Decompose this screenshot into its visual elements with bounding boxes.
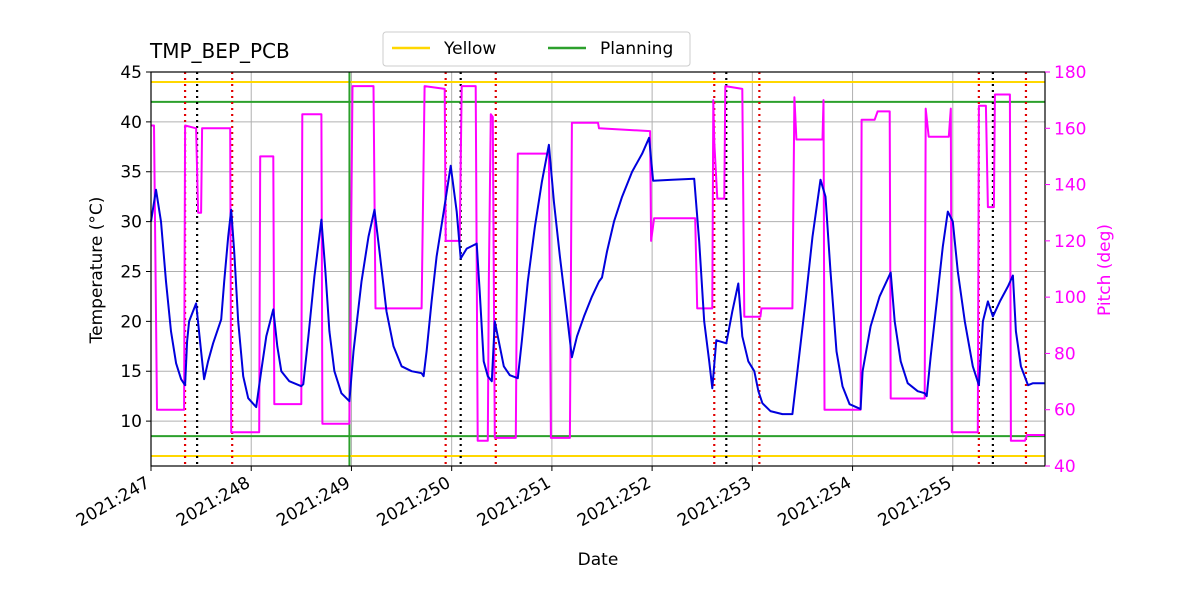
y-axis-label: Temperature (°C) [87, 197, 107, 345]
x-tick-label: 2021:250 [374, 473, 455, 531]
y2-tick-label: 120 [1054, 232, 1086, 252]
y2-tick-label: 40 [1054, 457, 1076, 477]
chart-title: TMP_BEP_PCB [149, 39, 290, 63]
x-tick-label: 2021:252 [574, 473, 655, 531]
y-tick-label: 10 [120, 412, 142, 432]
legend: Yellow Planning [382, 31, 691, 67]
x-tick-label: 2021:249 [273, 473, 354, 531]
x-axis-ticks: 2021:247 2021:248 2021:249 2021:250 2021:251… [73, 466, 955, 531]
limit-lines [151, 80, 1045, 458]
event-lines [183, 72, 1028, 466]
y-tick-label: 35 [120, 163, 142, 183]
plot-frame [150, 71, 1046, 467]
x-tick-label: 2021:251 [474, 473, 555, 531]
series-lines [150, 85, 1045, 442]
y-axis-ticks: 10 15 20 25 30 35 40 45 [120, 63, 151, 432]
x-tick-label: 2021:253 [674, 473, 755, 531]
y2-tick-label: 180 [1054, 63, 1086, 83]
y-tick-label: 40 [120, 113, 142, 133]
y-tick-label: 15 [120, 362, 142, 382]
y2-axis-label: Pitch (deg) [1095, 224, 1115, 316]
series-line-temperature [150, 136, 1045, 416]
grid-lines [150, 71, 1045, 466]
legend-label-yellow: Yellow [443, 39, 496, 59]
y-tick-label: 30 [120, 213, 142, 233]
y2-tick-label: 60 [1054, 401, 1076, 421]
x-axis-label: Date [578, 550, 619, 570]
series-line-pitch [151, 85, 1045, 442]
y-tick-label: 20 [120, 312, 142, 332]
x-tick-label: 2021:247 [73, 473, 154, 531]
x-tick-label: 2021:254 [775, 473, 856, 531]
y-tick-label: 25 [120, 262, 142, 282]
y2-tick-label: 160 [1054, 119, 1086, 139]
y2-tick-label: 80 [1054, 344, 1076, 364]
legend-box [382, 31, 691, 67]
x-tick-label: 2021:255 [875, 473, 956, 531]
x-tick-label: 2021:248 [173, 473, 254, 531]
y2-axis-ticks: 40 60 80 100 120 140 160 180 [1045, 63, 1086, 477]
y2-tick-label: 140 [1054, 176, 1086, 196]
y-tick-label: 45 [120, 63, 142, 83]
legend-label-planning: Planning [600, 39, 673, 59]
y2-tick-label: 100 [1054, 288, 1086, 308]
